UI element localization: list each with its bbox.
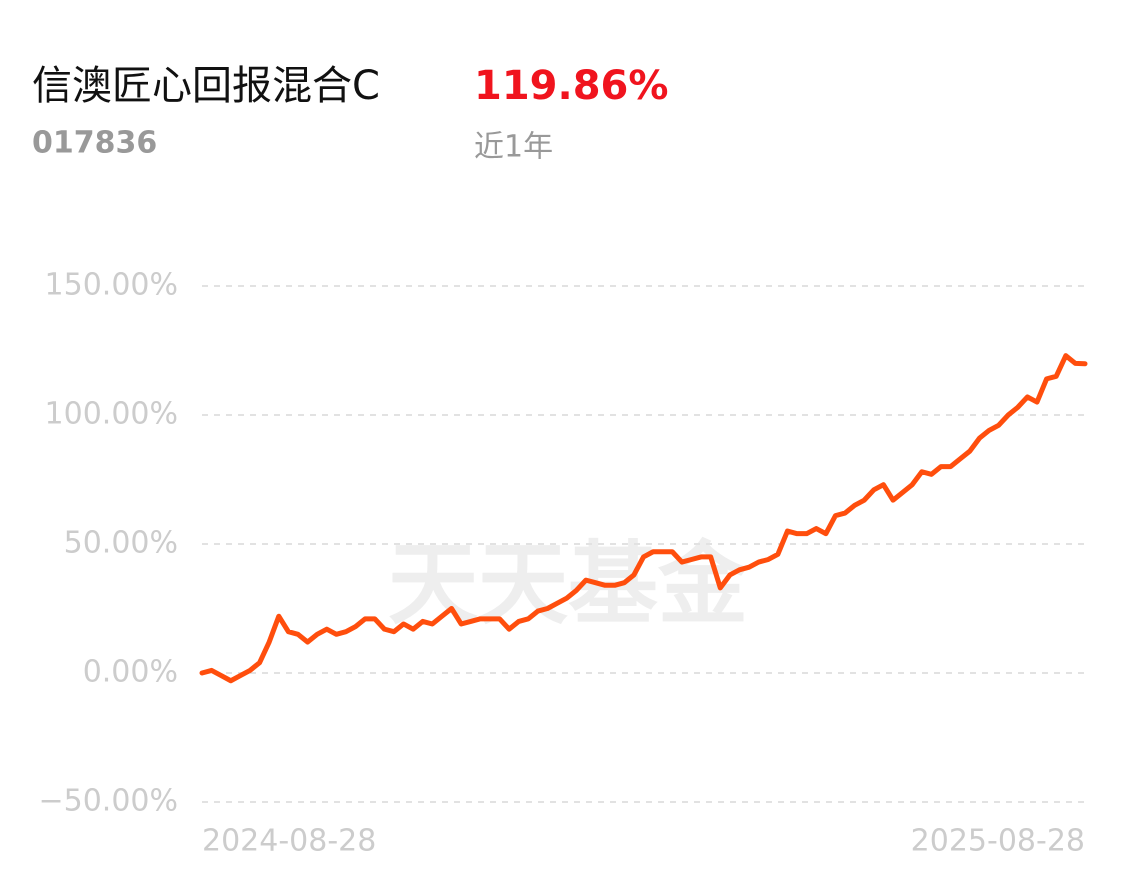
- x-tick-label: 2025-08-28: [911, 824, 1085, 859]
- y-tick-label: 150.00%: [45, 268, 178, 303]
- x-tick-label: 2024-08-28: [202, 824, 376, 859]
- fund-return: 119.86%: [474, 63, 668, 109]
- fund-title: 信澳匠心回报混合C: [32, 63, 380, 109]
- y-tick-label: 100.00%: [45, 397, 178, 432]
- y-tick-label: 50.00%: [64, 526, 178, 561]
- y-tick-label: −50.00%: [38, 784, 178, 819]
- fund-code: 017836: [32, 126, 157, 161]
- period: 近1年: [474, 130, 553, 165]
- y-tick-label: 0.00%: [83, 655, 178, 690]
- line-series: [199, 353, 1088, 684]
- watermark: 天天基金: [388, 532, 749, 637]
